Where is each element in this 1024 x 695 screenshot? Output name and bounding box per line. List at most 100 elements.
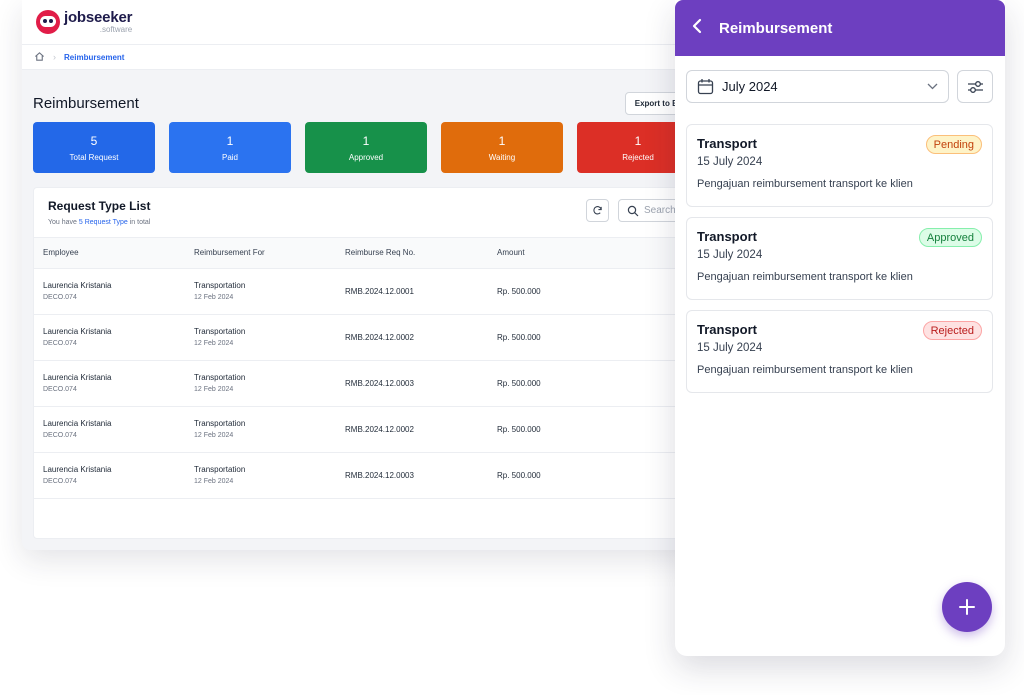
subtitle-suffix: in total <box>129 219 151 226</box>
subtitle-highlight: 5 Request Type <box>78 219 128 226</box>
employee-name: Laurencia Kristania <box>43 327 112 336</box>
plus-icon <box>959 599 975 615</box>
stat-value: 1 <box>634 133 642 148</box>
stat-card-paid[interactable]: 1 Paid <box>169 122 291 173</box>
reimbursement-card[interactable]: Transport 15 July 2024 Pengajuan reimbur… <box>686 217 993 300</box>
home-icon[interactable] <box>34 51 45 64</box>
back-arrow-icon[interactable] <box>691 18 703 39</box>
filter-icon <box>967 80 983 93</box>
card-description: Pengajuan reimbursement transport ke kli… <box>697 364 913 376</box>
brand-logo[interactable]: jobseeker .software <box>36 10 132 34</box>
calendar-icon <box>697 79 714 95</box>
column-header[interactable]: Reimburse Req No. <box>345 248 416 258</box>
request-number: RMB.2024.12.0003 <box>345 470 414 480</box>
reimbursement-for: Transportation <box>194 373 246 382</box>
card-description: Pengajuan reimbursement transport ke kli… <box>697 271 913 283</box>
employee-id: DECO.074 <box>43 340 77 347</box>
reimbursement-card[interactable]: Transport 15 July 2024 Pengajuan reimbur… <box>686 124 993 207</box>
panel-title: Request Type List <box>48 199 151 213</box>
add-reimbursement-button[interactable] <box>942 582 992 632</box>
request-date: 12 Feb 2024 <box>194 432 234 439</box>
column-header[interactable]: Reimbursement For <box>194 248 265 258</box>
stat-label: Paid <box>221 152 238 162</box>
card-date: 15 July 2024 <box>697 156 763 168</box>
chevron-down-icon <box>927 83 938 90</box>
stat-card-total[interactable]: 5 Total Request <box>33 122 155 173</box>
employee-name: Laurencia Kristania <box>43 419 112 428</box>
employee-id: DECO.074 <box>43 478 77 485</box>
page-title: Reimbursement <box>33 94 139 112</box>
reimbursement-for: Transportation <box>194 281 246 290</box>
filter-button[interactable] <box>957 70 993 103</box>
amount: Rp. 500.000 <box>497 286 541 296</box>
amount: Rp. 500.000 <box>497 424 541 434</box>
amount: Rp. 500.000 <box>497 378 541 388</box>
request-date: 12 Feb 2024 <box>194 294 234 301</box>
amount: Rp. 500.000 <box>497 470 541 480</box>
employee-name: Laurencia Kristania <box>43 373 112 382</box>
refresh-button[interactable] <box>586 199 609 222</box>
panel-subtitle: You have 5 Request Type in total <box>48 219 150 226</box>
employee-name: Laurencia Kristania <box>43 465 112 474</box>
employee-id: DECO.074 <box>43 386 77 393</box>
breadcrumb-current[interactable]: Reimbursement <box>64 52 125 62</box>
status-badge: Approved <box>918 228 982 247</box>
reimbursement-card[interactable]: Transport 15 July 2024 Pengajuan reimbur… <box>686 310 993 393</box>
amount: Rp. 500.000 <box>497 332 541 342</box>
status-badge: Pending <box>925 135 982 154</box>
search-icon <box>627 205 639 216</box>
stat-label: Waiting <box>488 152 516 162</box>
stat-label: Total Request <box>69 152 119 162</box>
top-bar: jobseeker .software <box>22 0 712 45</box>
stat-label: Rejected <box>622 152 654 162</box>
request-date: 12 Feb 2024 <box>194 340 234 347</box>
employee-id: DECO.074 <box>43 432 77 439</box>
table-row[interactable]: Laurencia Kristania DECO.074 Transportati… <box>34 452 712 498</box>
request-number: RMB.2024.12.0002 <box>345 332 414 342</box>
request-number: RMB.2024.12.0003 <box>345 378 414 388</box>
table-row[interactable]: Laurencia Kristania DECO.074 Transportati… <box>34 360 712 406</box>
reimbursement-for: Transportation <box>194 327 246 336</box>
stat-card-approved[interactable]: 1 Approved <box>305 122 427 173</box>
month-select[interactable]: July 2024 <box>686 70 949 103</box>
stat-value: 5 <box>90 133 98 148</box>
table-row[interactable]: Laurencia Kristania DECO.074 Transportati… <box>34 314 712 360</box>
card-type: Transport <box>697 136 757 151</box>
desktop-app-window: jobseeker .software › Reimbursement Reim… <box>22 0 712 550</box>
card-type: Transport <box>697 229 757 244</box>
reimbursement-for: Transportation <box>194 465 246 474</box>
brand-name: jobseeker <box>64 9 133 26</box>
status-badge: Rejected <box>922 321 982 340</box>
month-value: July 2024 <box>722 79 778 94</box>
stat-value: 1 <box>498 133 506 148</box>
refresh-icon <box>593 206 602 215</box>
reimbursement-table: Employee Reimbursement For Reimburse Req… <box>34 238 712 499</box>
request-date: 12 Feb 2024 <box>194 386 234 393</box>
column-header[interactable]: Employee <box>43 248 79 258</box>
mobile-title: Reimbursement <box>719 19 833 37</box>
reimbursement-for: Transportation <box>194 419 246 428</box>
stat-card-waiting[interactable]: 1 Waiting <box>441 122 563 173</box>
stats-row: 5 Total Request 1 Paid 1 Approved 1 Wait… <box>22 122 712 173</box>
card-date: 15 July 2024 <box>697 249 763 261</box>
request-number: RMB.2024.12.0002 <box>345 424 414 434</box>
column-header[interactable]: Amount <box>497 248 525 258</box>
request-number: RMB.2024.12.0001 <box>345 286 414 296</box>
brand-sub: .software <box>99 25 133 34</box>
subtitle-prefix: You have <box>48 219 77 226</box>
employee-name: Laurencia Kristania <box>43 281 112 290</box>
card-description: Pengajuan reimbursement transport ke kli… <box>697 178 913 190</box>
table-row[interactable]: Laurencia Kristania DECO.074 Transportati… <box>34 406 712 452</box>
request-date: 12 Feb 2024 <box>194 478 234 485</box>
employee-id: DECO.074 <box>43 294 77 301</box>
page-header: Reimbursement Export to Excel <box>22 70 712 122</box>
logo-mark-icon <box>36 10 60 34</box>
stat-value: 1 <box>226 133 234 148</box>
table-row[interactable]: Laurencia Kristania DECO.074 Transportati… <box>34 268 712 314</box>
breadcrumb: › Reimbursement <box>22 45 712 70</box>
mobile-controls: July 2024 <box>675 56 1005 103</box>
request-type-panel: Request Type List You have 5 Request Typ… <box>33 187 712 539</box>
chevron-right-icon: › <box>53 52 56 62</box>
table-header-row: Employee Reimbursement For Reimburse Req… <box>34 238 712 268</box>
